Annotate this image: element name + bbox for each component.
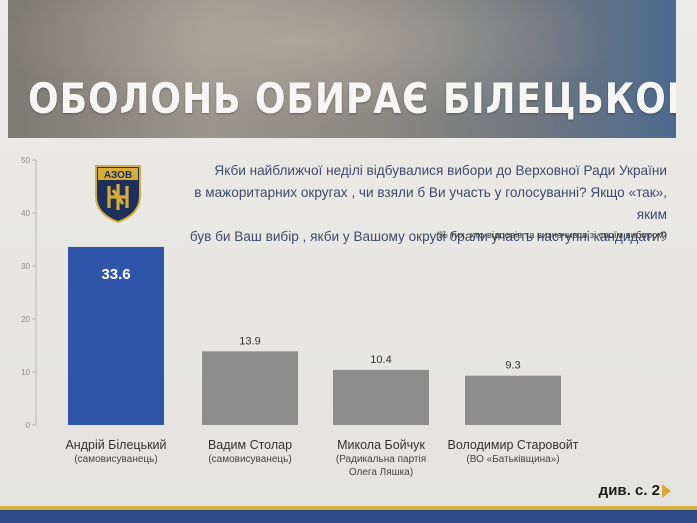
- survey-question: Якби найближчої неділі відбувалися вибор…: [180, 160, 667, 248]
- bar-4: [465, 375, 561, 425]
- question-line-2: в мажоритарних округах , чи взяли б Ви у…: [194, 185, 667, 222]
- arrow-right-icon: [662, 484, 671, 498]
- logo-text: АЗОВ: [104, 170, 132, 181]
- candidate-party: (Радикальна партія Олега Ляшка): [335, 454, 427, 478]
- bar-3: [333, 369, 429, 425]
- category-label-2: Вадим Столар (самовисуванець): [175, 438, 325, 466]
- candidate-name: Андрій Білецький: [65, 438, 167, 452]
- y-tick-label: 40: [21, 209, 30, 218]
- candidate-name: Микола Бойчук: [337, 438, 425, 452]
- bar-2: [202, 351, 298, 425]
- page-reference: див. с. 2: [598, 482, 660, 499]
- question-line-3: був би Ваш вибір , якби у Вашому окрузі …: [189, 229, 667, 244]
- value-label-3: 10.4: [370, 354, 391, 366]
- candidate-party: (ВО «Батьківщина»): [466, 454, 560, 465]
- chart-svg: 0 10 20 30 40 50 33.6 13.9 10.4 9.3: [21, 156, 561, 430]
- value-label-4: 9.3: [505, 360, 520, 372]
- category-label-3: Микола Бойчук (Радикальна партія Олега Ля…: [306, 438, 456, 479]
- y-tick-label: 0: [26, 421, 31, 430]
- survey-note: (% тих, хто відповів та визначився зі св…: [436, 230, 667, 241]
- bar-chart: 0 10 20 30 40 50 33.6 13.9 10.4 9.3 Андрій Білець…: [0, 140, 697, 500]
- bar-1: [68, 246, 164, 425]
- candidate-party: (самовисуванець): [74, 454, 158, 465]
- banner-shade: [8, 0, 676, 138]
- y-tick-label: 10: [21, 368, 30, 377]
- azov-logo: АЗОВ: [93, 162, 143, 224]
- y-tick-label: 30: [21, 262, 30, 271]
- y-tick-label: 50: [21, 156, 30, 165]
- value-label-1: 33.6: [101, 266, 130, 283]
- question-line-1: Якби найближчої неділі відбувалися вибор…: [214, 163, 667, 178]
- value-label-2: 13.9: [239, 335, 260, 347]
- banner-title: ОБОЛОНЬ ОБИРАЄ БІЛЕЦЬКОГО: [28, 74, 676, 123]
- candidate-name: Володимир Старовойт: [447, 438, 579, 452]
- bottom-band: [0, 506, 697, 523]
- y-tick-label: 20: [21, 315, 30, 324]
- category-label-1: Андрій Білецький (самовисуванець): [41, 438, 191, 466]
- category-label-4: Володимир Старовойт (ВО «Батьківщина»): [438, 438, 588, 466]
- candidate-name: Вадим Столар: [207, 438, 293, 452]
- banner-photo: ОБОЛОНЬ ОБИРАЄ БІЛЕЦЬКОГО: [8, 0, 676, 138]
- candidate-party: (самовисуванець): [208, 454, 292, 465]
